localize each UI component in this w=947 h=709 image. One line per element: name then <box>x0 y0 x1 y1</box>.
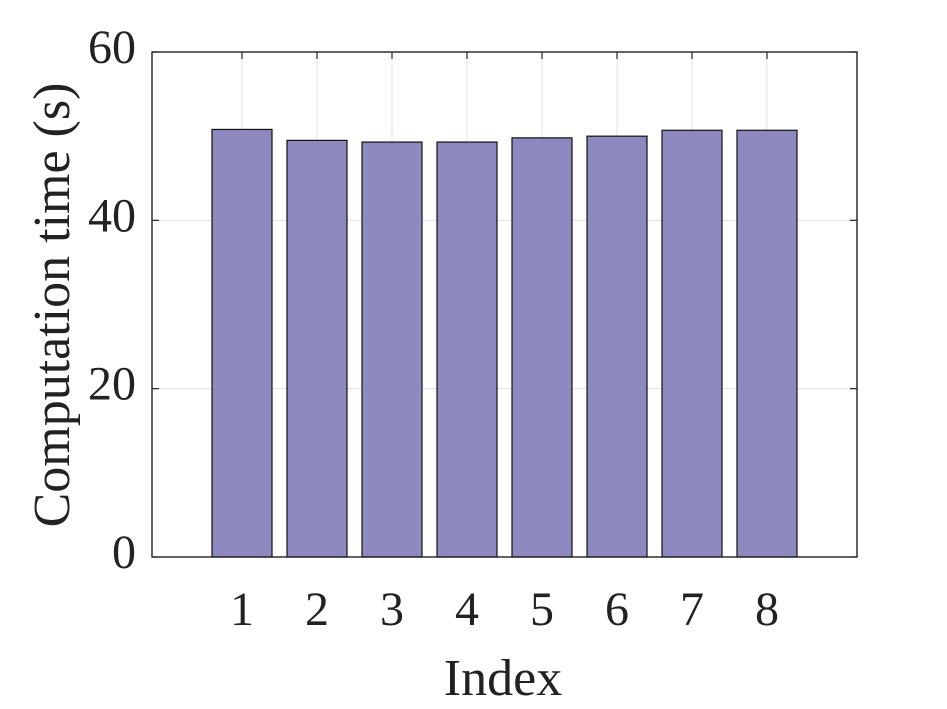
bar <box>511 137 573 558</box>
x-tick-label: 8 <box>755 583 779 636</box>
y-tick-label: 0 <box>112 526 136 579</box>
y-tick-label: 20 <box>88 358 136 411</box>
y-tick-label: 40 <box>88 189 136 242</box>
bar <box>736 129 798 558</box>
bar <box>211 128 273 558</box>
bar <box>361 141 423 558</box>
plot-frame <box>151 51 858 558</box>
bar <box>661 129 723 558</box>
x-tick-label: 4 <box>455 583 479 636</box>
y-tick-label: 60 <box>88 21 136 74</box>
bar <box>436 141 498 558</box>
x-tick-label: 3 <box>380 583 404 636</box>
bar <box>286 139 348 558</box>
bar <box>586 135 648 558</box>
x-tick-label: 7 <box>680 583 704 636</box>
x-tick-label: 2 <box>305 583 329 636</box>
x-tick-label: 5 <box>530 583 554 636</box>
x-axis-label: Index <box>444 650 562 707</box>
x-tick-label: 6 <box>605 583 629 636</box>
y-axis-label: Computation time (s) <box>24 83 81 528</box>
x-tick-label: 1 <box>230 583 254 636</box>
